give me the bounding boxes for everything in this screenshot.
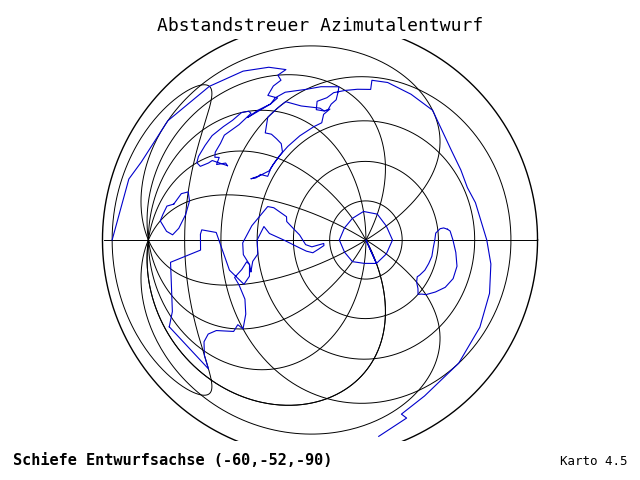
Text: Abstandstreuer Azimutalentwurf: Abstandstreuer Azimutalentwurf [157,17,483,35]
Text: Schiefe Entwurfsachse (-60,-52,-90): Schiefe Entwurfsachse (-60,-52,-90) [13,453,332,468]
Text: Karto 4.5: Karto 4.5 [560,455,627,468]
